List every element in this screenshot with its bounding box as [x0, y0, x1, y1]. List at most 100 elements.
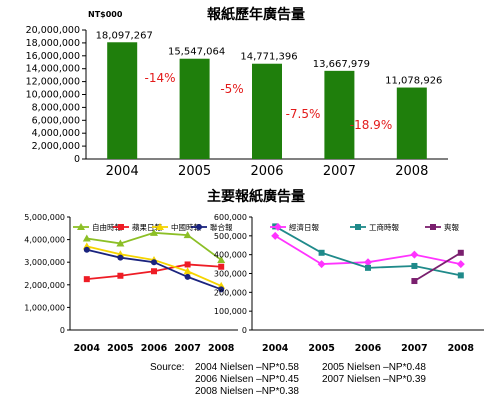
bar-change-label: -7.5% [286, 107, 321, 121]
line2-legend-marker-0 [274, 223, 282, 231]
bar-ytick-label: 0 [74, 154, 80, 165]
line2-series-point-0 [271, 231, 280, 240]
line2-legend-marker-1 [355, 224, 361, 230]
line2-series-point-2 [457, 249, 464, 256]
source-prefix: Source: [150, 362, 185, 373]
line1-legend-marker-2 [156, 223, 164, 230]
line2-series-point-0 [364, 258, 372, 267]
line1-series-point-0 [116, 239, 125, 247]
lines-section-title: 主要報紙廣告量 [207, 188, 305, 205]
line1-series-point-3 [83, 246, 90, 253]
line2-legend-marker-2 [430, 224, 436, 230]
line2-xtick-label-2005: 2005 [308, 343, 334, 354]
bar-category-label-2007: 2007 [323, 164, 356, 179]
line1-series-point-3 [218, 286, 225, 293]
line2-series-point-1 [365, 264, 371, 271]
line1-legend-label-1: 蘋果日報 [132, 222, 162, 232]
bar-ytick-label: 10,000,000 [26, 90, 80, 101]
bar-value-label-2006: 14,771,396 [240, 52, 297, 63]
bar-value-label-2005: 15,547,064 [168, 47, 225, 58]
bar-ytick-label: 2,000,000 [32, 141, 80, 152]
line1-series-point-0 [217, 255, 226, 263]
line1-series-point-2 [183, 267, 192, 275]
bar-ytick-label: 18,000,000 [26, 38, 80, 49]
line2-series-point-2 [411, 278, 418, 285]
line1-ytick-label: 3,000,000 [24, 258, 65, 267]
line2-legend-label-1: 工商時報 [369, 222, 399, 232]
line1-series-point-1 [151, 268, 157, 275]
line1-series-point-1 [117, 272, 124, 279]
source-2005: 2005 Nielsen –NP*0.48 [322, 362, 426, 373]
bar-ytick-label: 20,000,000 [26, 25, 80, 36]
bar-2005 [179, 58, 210, 159]
line2-xtick-label-2008: 2008 [448, 343, 475, 354]
line2-xtick-label-2004: 2004 [262, 343, 289, 354]
bar-value-label-2007: 13,667,979 [313, 59, 370, 70]
line1-series-point-0 [82, 234, 91, 242]
line2-ytick-label: 100,000 [214, 307, 247, 316]
bar-ytick-label: 8,000,000 [32, 102, 80, 113]
bar-2006 [252, 63, 282, 159]
line1-ytick-label: 4,000,000 [24, 236, 65, 245]
line1-series-point-3 [151, 259, 157, 266]
line2-ytick-label: 300,000 [214, 270, 247, 279]
source-2006: 2006 Nielsen –NP*0.45 [195, 374, 299, 385]
line1-xtick-label-2005: 2005 [107, 343, 133, 354]
line1-xtick-label-2006: 2006 [141, 343, 168, 354]
bar-2008 [396, 87, 427, 159]
line1-legend-label-0: 自由時報 [92, 222, 122, 232]
line1-legend-label-2: 中國時報 [171, 222, 201, 232]
line2-ytick-label: 500,000 [214, 232, 247, 241]
bar-unit-label: NT$000 [88, 10, 123, 19]
bar-ytick-label: 6,000,000 [32, 115, 80, 126]
line1-series-point-0 [183, 231, 192, 239]
line1-ytick-label: 2,000,000 [24, 281, 65, 290]
line1-ytick-label: 5,000,000 [24, 213, 65, 222]
line2-ytick-label: 0 [242, 326, 247, 335]
bar-category-label-2005: 2005 [178, 164, 211, 179]
line2-xtick-label-2006: 2006 [355, 343, 382, 354]
bar-ytick-label: 4,000,000 [32, 128, 80, 139]
line2-xtick-label-2007: 2007 [401, 343, 427, 354]
line1-xtick-label-2008: 2008 [208, 343, 235, 354]
bar-category-label-2004: 2004 [106, 164, 139, 179]
line2-series-point-0 [410, 250, 419, 259]
bar-chart-title: 報紙歷年廣告量 [207, 6, 305, 23]
line2-ytick-label: 600,000 [214, 213, 247, 222]
line2-ytick-label: 200,000 [214, 288, 247, 297]
line2-legend-label-0: 經濟日報 [289, 222, 319, 232]
bar-change-label: -18.9% [350, 118, 392, 132]
line2-series-line-2 [413, 252, 462, 282]
bar-change-label: -14% [144, 71, 175, 85]
bar-value-label-2008: 11,078,926 [385, 76, 442, 87]
line1-series-point-3 [184, 273, 191, 280]
source-2007: 2007 Nielsen –NP*0.39 [322, 374, 426, 385]
line1-ytick-label: 0 [60, 326, 65, 335]
bar-category-label-2008: 2008 [395, 164, 428, 179]
line1-legend-marker-1 [118, 224, 124, 230]
line2-series-point-1 [411, 262, 418, 269]
line1-legend-label-3: 聯合報 [210, 222, 233, 232]
line1-legend-marker-3 [196, 224, 202, 230]
bar-change-label: -5% [220, 82, 243, 96]
line1-legend-marker-0 [77, 223, 85, 230]
bar-2004 [107, 42, 138, 159]
line2-series-point-0 [456, 260, 465, 269]
line1-series-point-1 [184, 261, 191, 268]
line2-legend-label-2: 爽報 [444, 223, 459, 232]
bar-ytick-label: 16,000,000 [26, 51, 80, 62]
line2-series-point-0 [317, 260, 326, 269]
line1-xtick-label-2004: 2004 [74, 343, 101, 354]
bar-category-label-2006: 2006 [250, 164, 283, 179]
line1-series-point-3 [117, 254, 124, 261]
line2-ytick-label: 400,000 [214, 251, 247, 260]
bar-2007 [324, 70, 355, 159]
line1-xtick-label-2007: 2007 [174, 343, 200, 354]
bar-value-label-2004: 18,097,267 [96, 30, 153, 41]
line1-series-point-1 [218, 263, 225, 270]
line1-series-line-0 [86, 231, 222, 261]
line1-series-point-0 [150, 228, 158, 236]
line2-series-point-1 [318, 249, 325, 256]
line1-ytick-label: 1,000,000 [24, 303, 65, 312]
